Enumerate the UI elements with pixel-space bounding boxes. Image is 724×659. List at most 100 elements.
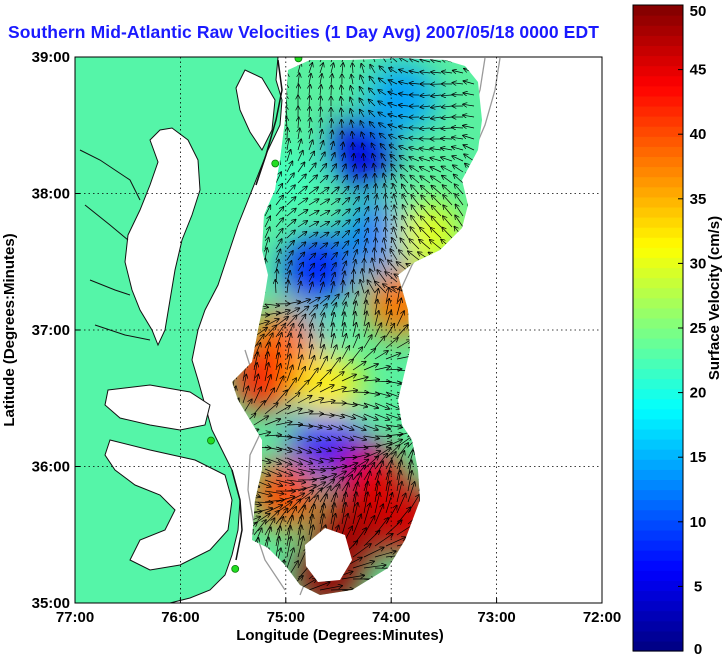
- velocity-arrow: [374, 413, 389, 420]
- velocity-arrow: [330, 263, 336, 272]
- velocity-arrow: [308, 298, 320, 305]
- speed-region: [367, 63, 436, 132]
- velocity-arrow: [341, 251, 348, 261]
- velocity-arrow: [431, 117, 442, 119]
- velocity-arrow: [286, 241, 294, 250]
- velocity-arrow: [370, 122, 376, 129]
- colorbar-band: [633, 459, 683, 470]
- velocity-arrow: [381, 154, 387, 162]
- station-marker: [271, 159, 280, 168]
- velocity-arrow: [420, 117, 431, 118]
- colorbar-tick-label: 5: [694, 578, 702, 595]
- velocity-arrow: [352, 208, 359, 217]
- velocity-arrow: [351, 120, 353, 129]
- velocity-arrow: [309, 63, 312, 74]
- velocity-arrow: [389, 80, 398, 85]
- colorbar-band: [633, 358, 683, 369]
- velocity-arrow: [385, 425, 402, 427]
- colorbar-band: [633, 287, 683, 299]
- hf-radar-stations: [207, 57, 303, 573]
- colorbar-band: [633, 126, 683, 137]
- velocity-arrow: [341, 175, 347, 184]
- velocity-arrow: [342, 281, 343, 294]
- colorbar-band: [633, 469, 683, 480]
- velocity-arrow: [286, 209, 296, 217]
- velocity-arrow: [341, 58, 345, 63]
- velocity-arrow: [375, 217, 377, 228]
- colorbar-band: [633, 519, 683, 531]
- velocity-arrow: [394, 216, 397, 228]
- velocity-arrow: [410, 176, 420, 184]
- velocity-arrow: [286, 468, 303, 474]
- velocity-arrow: [319, 264, 325, 272]
- velocity-arrow: [442, 95, 453, 96]
- colorbar-band: [633, 105, 683, 117]
- velocity-arrow: [370, 269, 376, 283]
- velocity-arrow: [369, 77, 376, 85]
- velocity-arrow: [275, 479, 294, 484]
- velocity-arrow: [364, 164, 365, 173]
- velocity-arrow: [287, 281, 289, 294]
- y-tick-label: 38:00: [32, 186, 70, 203]
- velocity-arrow: [385, 299, 389, 316]
- velocity-arrow: [464, 154, 475, 162]
- velocity-arrow: [308, 383, 321, 393]
- velocity-arrow: [421, 106, 431, 107]
- velocity-arrow: [341, 209, 350, 217]
- velocity-arrow: [341, 120, 342, 129]
- velocity-arrow: [399, 94, 409, 95]
- velocity-arrow: [352, 561, 374, 569]
- velocity-arrow: [275, 229, 283, 239]
- velocity-arrow: [352, 230, 359, 239]
- velocity-arrow: [352, 413, 366, 419]
- velocity-arrow: [275, 364, 281, 382]
- velocity-arrow: [380, 134, 387, 140]
- velocity-arrow: [297, 526, 302, 547]
- velocity-arrow: [286, 354, 290, 371]
- velocity-arrow: [374, 351, 388, 360]
- colorbar-band: [633, 196, 683, 208]
- velocity-arrow: [308, 211, 319, 217]
- velocity-arrow: [264, 326, 276, 338]
- velocity-arrow: [442, 117, 453, 118]
- velocity-arrow: [410, 71, 420, 73]
- velocity-arrow: [319, 283, 323, 294]
- colorbar-band: [633, 408, 683, 420]
- velocity-arrow: [353, 154, 354, 162]
- velocity-arrow: [431, 106, 442, 108]
- velocity-arrow: [331, 142, 333, 151]
- velocity-arrow: [402, 185, 409, 195]
- velocity-arrow: [363, 196, 368, 206]
- velocity-arrow: [297, 210, 307, 217]
- velocity-arrow: [430, 240, 442, 250]
- velocity-arrow: [411, 205, 420, 217]
- velocity-arrow: [320, 141, 323, 151]
- velocity-arrow: [420, 176, 431, 184]
- velocity-arrow: [379, 66, 387, 74]
- velocity-arrow: [275, 446, 291, 452]
- velocity-arrow: [374, 424, 390, 429]
- velocity-arrow: [371, 133, 376, 140]
- colorbar-band: [633, 428, 683, 440]
- velocity-arrow: [399, 126, 409, 128]
- velocity-arrow: [442, 176, 453, 184]
- velocity-arrow: [297, 468, 314, 473]
- velocity-arrow: [308, 446, 321, 452]
- velocity-arrow: [363, 446, 380, 447]
- velocity-arrow: [363, 565, 386, 569]
- velocity-arrow: [308, 398, 323, 404]
- velocity-arrow: [390, 145, 398, 151]
- velocity-arrow: [410, 59, 420, 62]
- velocity-arrow: [377, 270, 387, 283]
- velocity-arrow: [375, 282, 387, 294]
- velocity-arrow: [374, 311, 379, 327]
- velocity-arrow: [264, 435, 281, 436]
- velocity-arrow: [431, 186, 442, 195]
- velocity-arrow: [385, 311, 391, 327]
- velocity-arrow: [275, 376, 284, 393]
- velocity-arrow: [409, 239, 420, 250]
- velocity-arrow: [441, 128, 453, 129]
- velocity-arrow: [286, 173, 294, 184]
- velocity-arrow: [352, 197, 359, 206]
- x-tick-label: 77:00: [56, 609, 94, 626]
